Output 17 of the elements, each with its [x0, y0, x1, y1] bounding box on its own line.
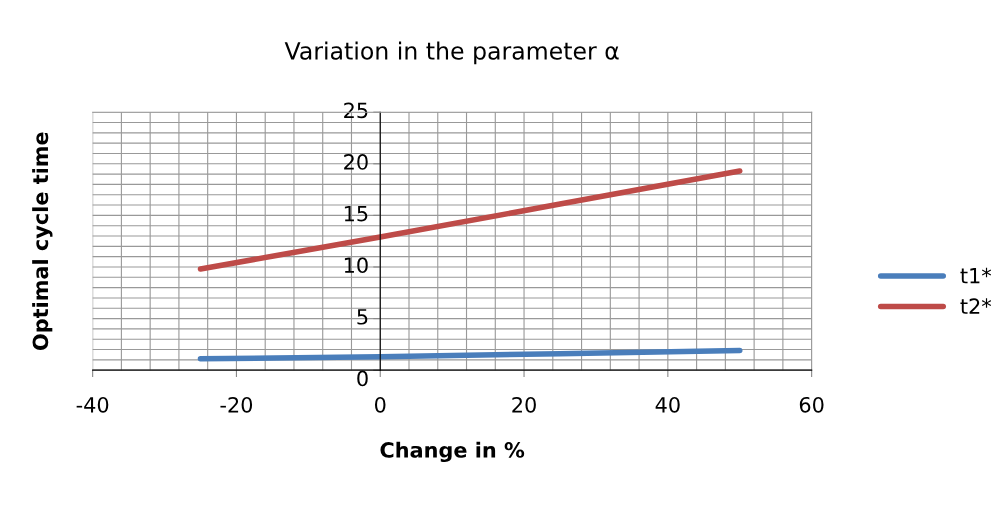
y-tick-label: 5: [357, 309, 368, 325]
x-tick-label: 20: [512, 396, 536, 413]
chart-title: Variation in the parameter α: [284, 41, 619, 65]
y-tick-label: 20: [344, 154, 368, 170]
legend-label: t1*: [960, 267, 992, 284]
x-axis-title: Change in %: [380, 441, 525, 463]
x-tick-label: -20: [220, 396, 253, 413]
y-tick-label: 15: [344, 205, 368, 222]
legend-label: t2*: [960, 298, 992, 314]
x-tick-label: 60: [799, 396, 824, 413]
x-tick-label: 0: [374, 396, 386, 413]
y-tick-label: 25: [344, 102, 368, 119]
x-tick-label: -40: [76, 396, 109, 413]
y-axis-title: Optimal cycle time: [32, 132, 53, 350]
y-tick-label: 10: [344, 257, 368, 274]
x-tick-label: 40: [655, 396, 680, 413]
y-tick-label: 0: [357, 370, 368, 387]
